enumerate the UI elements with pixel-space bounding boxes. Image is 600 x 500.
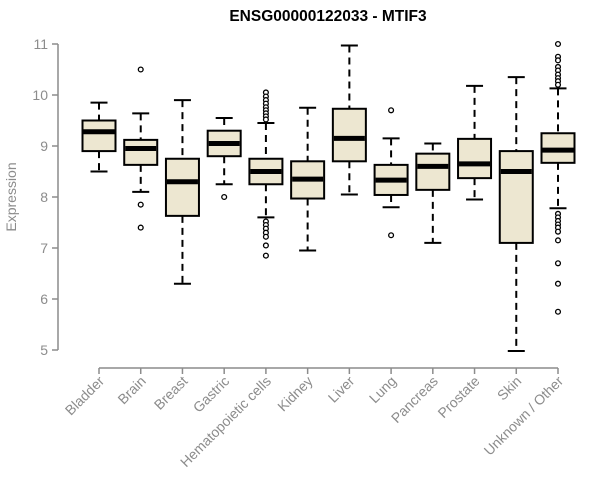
- outlier-point: [554, 308, 562, 315]
- y-tick-label: 6: [40, 291, 48, 307]
- x-tick-label-bladder: Bladder: [62, 373, 108, 419]
- iqr-box: [164, 157, 200, 217]
- x-tick-label-lung: Lung: [366, 373, 399, 406]
- outlier-point: [262, 233, 269, 240]
- outlier-point: [137, 224, 144, 231]
- x-tick-label-skin: Skin: [494, 373, 525, 404]
- outlier-point: [554, 228, 562, 235]
- outlier-point: [262, 242, 269, 249]
- outlier-point: [221, 193, 228, 201]
- box-group-gastric: [206, 116, 242, 201]
- box-group-pancreas: [415, 142, 451, 244]
- iqr-box: [457, 137, 493, 180]
- iqr-box: [498, 150, 534, 244]
- outlier-point: [554, 237, 562, 244]
- y-tick-label: 7: [40, 240, 48, 256]
- outlier-point: [554, 81, 562, 88]
- iqr-box: [81, 119, 117, 153]
- box-group-hematopoietic-cells: [248, 89, 284, 259]
- outlier-point: [554, 57, 562, 64]
- box-group-prostate: [457, 84, 493, 201]
- y-tick-label: 11: [33, 36, 48, 52]
- outlier-point: [262, 116, 269, 123]
- y-axis: 5 6 7 8 9 10 11: [32, 36, 59, 358]
- box-group-lung: [373, 107, 409, 239]
- y-axis-label: Expression: [3, 162, 19, 231]
- box-group-brain: [123, 66, 159, 231]
- iqr-box: [331, 107, 367, 163]
- outlier-point: [388, 232, 395, 239]
- box-group-kidney: [290, 106, 326, 252]
- y-tick-label: 9: [40, 138, 48, 154]
- box-group-breast: [164, 99, 200, 285]
- outlier-point: [554, 260, 562, 267]
- outlier-point: [388, 107, 395, 114]
- box-group-liver: [331, 44, 367, 196]
- x-tick-label-kidney: Kidney: [274, 373, 316, 415]
- x-tick-label-liver: Liver: [325, 373, 358, 406]
- chart-title: ENSG00000122033 - MTIF3: [229, 8, 427, 25]
- outlier-point: [262, 252, 269, 259]
- y-tick-label: 8: [40, 189, 48, 205]
- iqr-box: [415, 152, 451, 191]
- y-tick-label: 5: [40, 342, 48, 358]
- outlier-point: [554, 280, 562, 287]
- outlier-point: [137, 201, 144, 208]
- x-tick-label-prostate: Prostate: [434, 373, 482, 421]
- outlier-point: [554, 40, 562, 48]
- box-group-unknown-other: [540, 40, 576, 315]
- box-group-skin: [498, 76, 534, 353]
- y-tick-label: 10: [32, 87, 48, 103]
- box-group-bladder: [81, 101, 117, 173]
- x-tick-label-breast: Breast: [151, 373, 191, 413]
- x-tick-label-brain: Brain: [114, 373, 148, 407]
- outlier-point: [137, 66, 144, 73]
- x-tick-label-unknown-other: Unknown / Other: [481, 373, 567, 459]
- iqr-box: [123, 138, 159, 166]
